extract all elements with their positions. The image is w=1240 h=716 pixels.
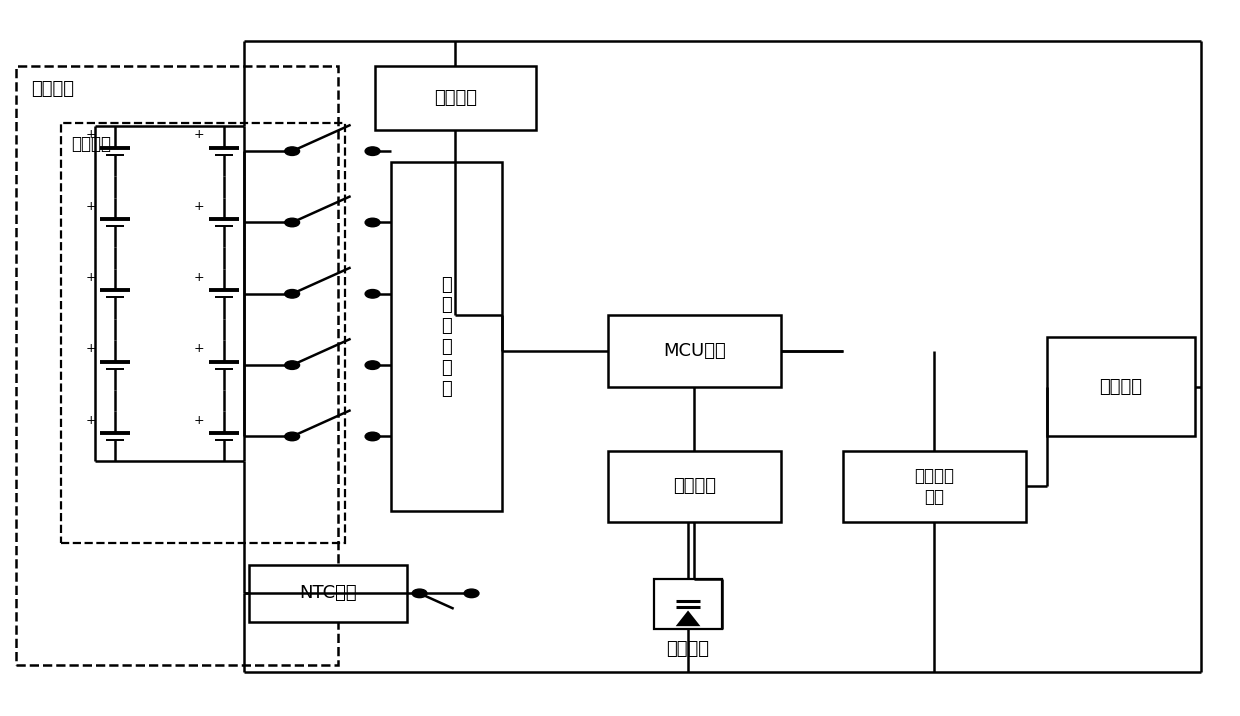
Text: +: + bbox=[193, 271, 205, 284]
Text: +: + bbox=[86, 271, 95, 284]
Text: 电流检测
电路: 电流检测 电路 bbox=[914, 467, 955, 505]
Text: 驱动开关: 驱动开关 bbox=[667, 639, 709, 658]
Bar bbox=[249, 565, 407, 622]
Text: +: + bbox=[193, 200, 205, 213]
Text: 电
压
检
测
电
路: 电 压 检 测 电 路 bbox=[441, 276, 453, 397]
Text: 输出电路: 输出电路 bbox=[1100, 377, 1142, 395]
Circle shape bbox=[365, 218, 379, 227]
Text: 串联单元: 串联单元 bbox=[71, 135, 110, 153]
Bar bbox=[1047, 337, 1195, 437]
Text: +: + bbox=[86, 128, 95, 141]
Circle shape bbox=[285, 218, 300, 227]
Text: +: + bbox=[86, 342, 95, 355]
Bar bbox=[653, 579, 722, 629]
Text: MCU节片: MCU节片 bbox=[663, 342, 725, 360]
Bar bbox=[608, 315, 781, 387]
Circle shape bbox=[285, 289, 300, 298]
Bar bbox=[374, 66, 536, 130]
Circle shape bbox=[285, 147, 300, 155]
Text: 供电电路: 供电电路 bbox=[434, 89, 477, 107]
Bar bbox=[61, 122, 345, 543]
Circle shape bbox=[285, 361, 300, 369]
Circle shape bbox=[412, 589, 427, 598]
Text: +: + bbox=[193, 342, 205, 355]
Text: +: + bbox=[193, 128, 205, 141]
Bar bbox=[608, 450, 781, 522]
Circle shape bbox=[365, 147, 379, 155]
Bar bbox=[843, 450, 1025, 522]
Circle shape bbox=[365, 289, 379, 298]
Text: +: + bbox=[86, 200, 95, 213]
Circle shape bbox=[285, 432, 300, 441]
Circle shape bbox=[464, 589, 479, 598]
Circle shape bbox=[365, 432, 379, 441]
Text: NTC电路: NTC电路 bbox=[299, 584, 357, 602]
Bar bbox=[16, 66, 339, 664]
Polygon shape bbox=[676, 611, 701, 626]
Text: +: + bbox=[86, 414, 95, 427]
Text: 驱动电路: 驱动电路 bbox=[673, 478, 715, 495]
Text: 电芯组合: 电芯组合 bbox=[31, 80, 74, 98]
Text: +: + bbox=[193, 414, 205, 427]
Bar bbox=[391, 162, 502, 511]
Circle shape bbox=[365, 361, 379, 369]
